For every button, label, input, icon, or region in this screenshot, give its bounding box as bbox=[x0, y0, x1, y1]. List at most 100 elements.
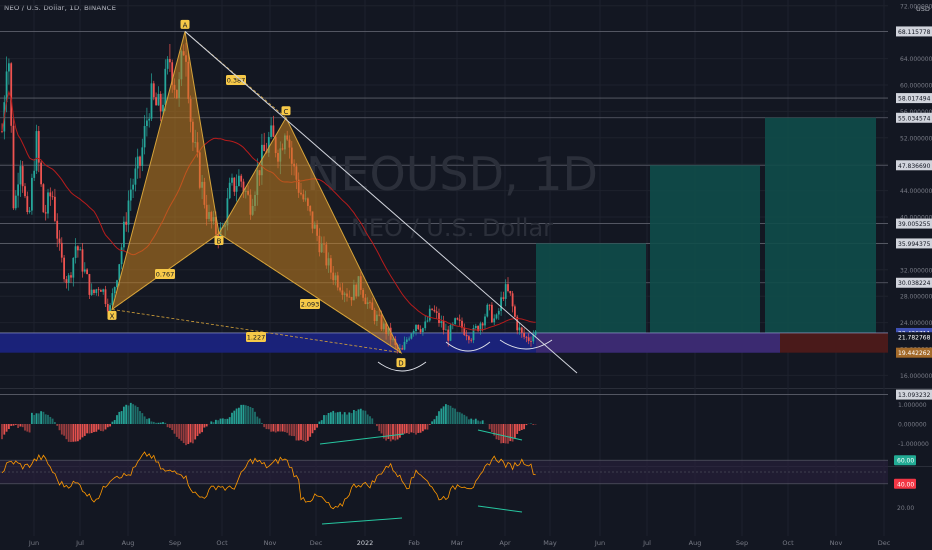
histogram-bar bbox=[265, 424, 268, 430]
histogram-bar bbox=[97, 424, 100, 430]
candle-body bbox=[26, 196, 29, 213]
candle-body bbox=[235, 186, 238, 192]
price-tick-label: 32.000000 bbox=[900, 267, 932, 274]
harmonic-pattern: X A B C D 0.387 0.767 2.093 1.227 bbox=[107, 19, 406, 368]
downtrend-line bbox=[184, 31, 578, 374]
histogram-bar bbox=[380, 424, 383, 434]
pattern-point-label: X bbox=[110, 312, 115, 320]
histogram-bar bbox=[422, 424, 424, 432]
price-tick-label: 28.000000 bbox=[900, 294, 932, 301]
histogram-bar bbox=[1, 424, 3, 440]
bullish-divergence-line bbox=[319, 433, 405, 445]
histogram-bar bbox=[396, 424, 399, 440]
candle-body bbox=[272, 125, 275, 137]
candle-body bbox=[86, 269, 88, 275]
candle-body bbox=[83, 269, 86, 272]
pane-separator bbox=[0, 388, 932, 389]
rsi-tick-label: 20.00 bbox=[897, 505, 914, 512]
histogram-bar bbox=[442, 406, 445, 424]
histogram-bar bbox=[350, 413, 353, 424]
pattern-point-label: A bbox=[183, 21, 188, 29]
candle-body bbox=[67, 275, 70, 283]
candle-body bbox=[484, 316, 486, 326]
histogram-bar bbox=[520, 424, 523, 430]
histogram-bar bbox=[461, 413, 463, 424]
candle-body bbox=[164, 68, 167, 105]
histogram-bar bbox=[90, 424, 93, 434]
candle-body bbox=[141, 147, 144, 166]
chart-title: NEO / U.S. Dollar, 1D, BINANCE bbox=[4, 4, 117, 12]
candle-body bbox=[461, 320, 463, 328]
histogram-bar bbox=[51, 418, 54, 424]
pattern-point-marker bbox=[107, 310, 117, 320]
histogram-bar bbox=[428, 424, 431, 425]
histogram-bar bbox=[477, 420, 479, 424]
histogram-bar bbox=[120, 411, 123, 424]
histogram-bar bbox=[113, 420, 116, 424]
histogram-bar bbox=[226, 418, 229, 424]
candle-body bbox=[109, 305, 111, 312]
time-tick-label: Dec bbox=[878, 539, 891, 547]
histogram-bar bbox=[424, 424, 427, 430]
time-tick-label: Sep bbox=[169, 539, 181, 547]
candle-body bbox=[465, 334, 468, 337]
pattern-arc bbox=[445, 341, 491, 352]
candle-body bbox=[495, 314, 498, 319]
histogram-bar bbox=[58, 424, 61, 431]
stop-zone bbox=[780, 332, 888, 353]
histogram-bar bbox=[465, 416, 468, 424]
histogram-bar bbox=[171, 424, 174, 431]
histogram-bar bbox=[12, 424, 15, 426]
histogram-bar bbox=[417, 424, 420, 433]
pattern-point-label: C bbox=[284, 108, 289, 116]
price-level-label: 58.017494 bbox=[898, 96, 931, 103]
candle-body bbox=[81, 249, 84, 272]
candle-body bbox=[157, 93, 160, 106]
candle-body bbox=[102, 289, 105, 292]
candle-body bbox=[127, 200, 130, 225]
histogram-bar bbox=[336, 412, 339, 424]
histogram-bar bbox=[118, 411, 121, 424]
ratio-label: 2.093 bbox=[301, 301, 320, 309]
histogram-bar bbox=[410, 424, 413, 433]
candle-body bbox=[493, 318, 496, 323]
candle-body bbox=[514, 306, 516, 317]
histogram-bar bbox=[65, 424, 68, 440]
histogram-bar bbox=[316, 424, 318, 428]
rsi-badge-box bbox=[894, 455, 916, 466]
candle-body bbox=[523, 332, 525, 337]
candle-body bbox=[143, 126, 146, 148]
candle-body bbox=[139, 156, 141, 166]
histogram-bar bbox=[192, 424, 194, 444]
candle-body bbox=[148, 118, 151, 121]
candle-body bbox=[532, 335, 535, 342]
histogram-bar bbox=[178, 424, 180, 439]
histogram-bar bbox=[254, 411, 256, 424]
candle-body bbox=[415, 324, 417, 332]
histogram-bar bbox=[293, 424, 295, 437]
candle-body bbox=[456, 318, 459, 320]
candle-body bbox=[118, 264, 121, 281]
histogram-bar bbox=[479, 421, 482, 424]
candle-body bbox=[442, 321, 445, 330]
candle-body bbox=[49, 192, 52, 197]
oscillator-histogram bbox=[1, 402, 537, 446]
histogram-bar bbox=[146, 418, 148, 424]
histogram-bar bbox=[353, 409, 355, 424]
histogram-bar bbox=[28, 424, 31, 433]
histogram-bar bbox=[281, 424, 284, 432]
histogram-bar bbox=[343, 412, 346, 424]
histogram-bar bbox=[502, 424, 505, 444]
histogram-bar bbox=[37, 413, 40, 424]
price-label-box bbox=[896, 238, 932, 249]
candle-body bbox=[14, 195, 17, 209]
price-level-label: 35.994375 bbox=[898, 241, 931, 248]
candle-body bbox=[77, 246, 79, 251]
candle-body bbox=[12, 125, 15, 209]
candle-body bbox=[447, 329, 450, 341]
candle-body bbox=[19, 166, 22, 185]
candle-body bbox=[481, 323, 484, 326]
histogram-bar bbox=[415, 424, 417, 435]
candle-body bbox=[479, 323, 482, 331]
histogram-bar bbox=[523, 424, 525, 430]
